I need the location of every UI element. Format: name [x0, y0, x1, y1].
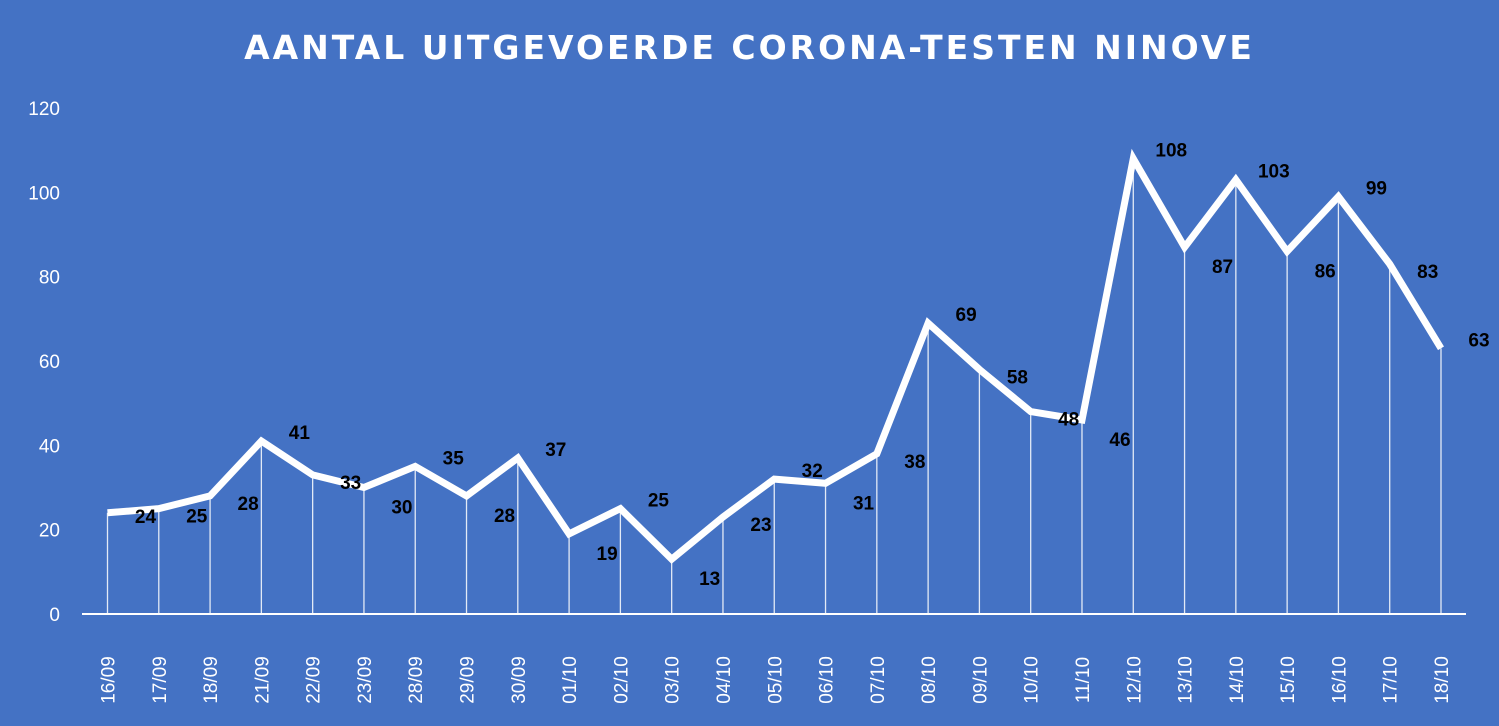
y-tick-label: 40	[39, 436, 60, 457]
data-label: 87	[1212, 257, 1233, 278]
x-tick-label: 30/09	[509, 656, 530, 704]
data-label: 24	[135, 507, 157, 528]
data-label: 63	[1468, 330, 1489, 351]
data-label: 46	[1109, 430, 1130, 451]
data-label: 38	[904, 452, 925, 473]
x-tick-label: 17/10	[1381, 656, 1402, 704]
x-tick-label: 22/09	[304, 656, 325, 704]
x-tick-label: 07/10	[868, 656, 889, 704]
x-tick-label: 02/10	[611, 656, 632, 704]
chart-title: AANTAL UITGEVOERDE CORONA-TESTEN NINOVE	[244, 28, 1255, 67]
x-tick-label: 09/10	[970, 656, 991, 704]
data-label: 86	[1315, 261, 1336, 282]
data-label: 13	[699, 569, 720, 590]
x-tick-label: 12/10	[1124, 656, 1145, 704]
x-tick-label: 15/10	[1278, 656, 1299, 704]
x-tick-label: 04/10	[714, 656, 735, 704]
data-label: 25	[648, 491, 670, 512]
y-tick-label: 80	[39, 268, 60, 289]
data-label: 103	[1258, 162, 1290, 183]
data-label: 48	[1058, 410, 1079, 431]
data-label: 35	[443, 448, 465, 469]
x-tick-label: 16/10	[1329, 656, 1350, 704]
data-label: 28	[494, 506, 515, 527]
data-label: 37	[545, 440, 566, 461]
x-tick-label: 21/09	[252, 656, 273, 704]
y-tick-label: 100	[28, 183, 60, 204]
data-label: 58	[1007, 367, 1028, 388]
data-label: 83	[1417, 262, 1438, 283]
y-tick-label: 20	[39, 521, 60, 542]
x-tick-label: 28/09	[406, 656, 427, 704]
x-tick-label: 23/09	[355, 656, 376, 704]
x-tick-label: 06/10	[817, 656, 838, 704]
data-label: 69	[956, 305, 977, 326]
data-label: 31	[853, 493, 875, 514]
x-tick-label: 10/10	[1022, 656, 1043, 704]
x-tick-label: 18/09	[201, 656, 222, 704]
x-tick-label: 29/09	[458, 656, 479, 704]
data-label: 25	[186, 507, 208, 528]
x-tick-label: 18/10	[1432, 656, 1453, 704]
y-tick-label: 120	[28, 99, 60, 120]
x-tick-label: 05/10	[765, 656, 786, 704]
x-tick-label: 11/10	[1073, 657, 1094, 703]
x-tick-label: 16/09	[99, 656, 120, 704]
y-tick-label: 60	[39, 352, 60, 373]
data-label: 30	[391, 498, 412, 519]
data-label: 19	[597, 544, 618, 565]
data-label: 99	[1366, 179, 1387, 200]
data-label: 108	[1155, 141, 1187, 162]
y-tick-label: 0	[49, 605, 60, 626]
x-tick-label: 01/10	[560, 656, 581, 704]
data-label: 23	[750, 515, 771, 536]
data-label: 33	[340, 473, 361, 494]
x-tick-label: 03/10	[663, 656, 684, 704]
x-tick-label: 13/10	[1176, 656, 1197, 704]
data-label: 28	[238, 494, 259, 515]
data-label: 32	[802, 461, 823, 482]
data-label: 41	[289, 423, 311, 444]
series-line	[107, 148, 1444, 564]
x-tick-label: 08/10	[919, 656, 940, 704]
x-tick-label: 17/09	[150, 656, 171, 704]
x-tick-label: 14/10	[1227, 656, 1248, 704]
